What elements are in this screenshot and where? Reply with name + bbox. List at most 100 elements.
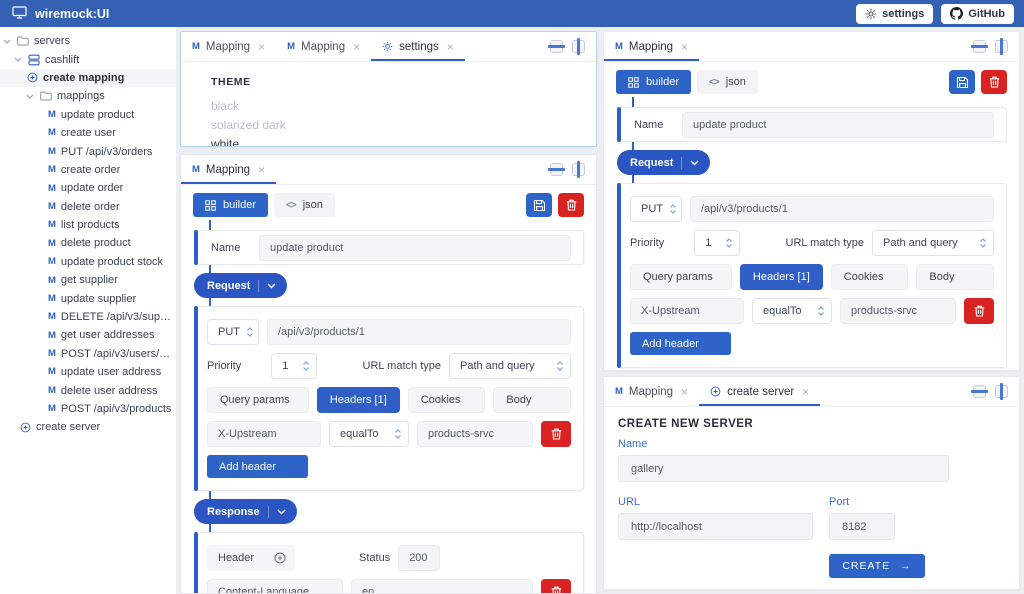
split-vertical-icon[interactable]: [995, 38, 1008, 55]
mapping-name-input[interactable]: update product: [682, 111, 994, 138]
tab-query-params[interactable]: Query params: [207, 387, 309, 413]
sidebar-item-put-api-v3-orders[interactable]: M PUT /api/v3/orders: [0, 142, 176, 160]
theme-option-white[interactable]: white: [211, 137, 240, 147]
url-input[interactable]: /api/v3/products/1: [267, 319, 571, 345]
save-mapping-button[interactable]: [526, 193, 552, 217]
tab-mapping[interactable]: M Mapping ×: [604, 377, 699, 406]
sidebar-item-post-api-v3-users-1[interactable]: M POST /api/v3/users/1/...: [0, 345, 176, 363]
url-match-type-select[interactable]: Path and query: [872, 230, 994, 256]
tab-mapping[interactable]: M Mapping ×: [604, 32, 699, 61]
builder-toggle-button[interactable]: builder: [616, 70, 692, 94]
tab-create-server[interactable]: create server ×: [699, 377, 820, 406]
header-operator-select[interactable]: equalTo: [329, 421, 409, 447]
url-input[interactable]: /api/v3/products/1: [690, 196, 994, 222]
tab-cookies[interactable]: Cookies: [407, 387, 486, 413]
request-section-toggle[interactable]: Request: [194, 273, 288, 298]
url-match-type-select[interactable]: Path and query: [449, 353, 571, 379]
delete-mapping-button[interactable]: [981, 70, 1007, 94]
header-value-input[interactable]: products-srvc: [417, 421, 533, 447]
tab-body[interactable]: Body: [493, 387, 572, 413]
split-vertical-icon[interactable]: [995, 383, 1008, 400]
sidebar-item-create-server[interactable]: create server: [0, 418, 176, 436]
priority-input[interactable]: 1: [271, 353, 318, 379]
sidebar-item-servers[interactable]: servers: [0, 32, 176, 50]
tab-mapping[interactable]: M Mapping ×: [181, 155, 276, 184]
mapping-name-input[interactable]: update product: [259, 234, 571, 261]
header-key-input[interactable]: X-Upstream: [207, 421, 321, 447]
response-header-key-input[interactable]: Content-Language: [207, 579, 343, 593]
method-select[interactable]: PUT: [630, 196, 682, 222]
json-toggle-button[interactable]: <> json: [274, 193, 335, 217]
split-horizontal-icon[interactable]: [971, 385, 988, 398]
response-header-value-input[interactable]: en: [351, 579, 533, 593]
create-button[interactable]: CREATE →: [829, 554, 925, 578]
tab-headers[interactable]: Headers [1]: [739, 264, 823, 290]
split-horizontal-icon[interactable]: [548, 163, 565, 176]
add-header-button[interactable]: Add header: [630, 332, 731, 355]
tab-mapping[interactable]: M Mapping ×: [181, 32, 276, 61]
theme-option-black[interactable]: black: [211, 99, 240, 113]
header-key-input[interactable]: X-Upstream: [630, 298, 744, 324]
github-button[interactable]: GitHub: [941, 3, 1014, 24]
status-input[interactable]: 200: [398, 545, 441, 571]
response-section-toggle[interactable]: Response: [194, 499, 297, 524]
header-value-input[interactable]: products-srvc: [840, 298, 956, 324]
delete-mapping-button[interactable]: [558, 193, 584, 217]
tab-query-params[interactable]: Query params: [630, 264, 732, 290]
tab-mapping[interactable]: M Mapping ×: [276, 32, 371, 61]
split-vertical-icon[interactable]: [572, 38, 585, 55]
add-header-button[interactable]: Add header: [207, 455, 308, 478]
close-icon[interactable]: ×: [353, 39, 361, 54]
close-icon[interactable]: ×: [258, 162, 266, 177]
request-section-toggle[interactable]: Request: [617, 150, 711, 175]
settings-button[interactable]: settings: [856, 3, 934, 24]
delete-header-button[interactable]: [541, 421, 571, 447]
save-mapping-button[interactable]: [949, 70, 975, 94]
tab-headers[interactable]: Headers [1]: [316, 387, 400, 413]
close-icon[interactable]: ×: [258, 39, 266, 54]
priority-input[interactable]: 1: [694, 230, 741, 256]
sidebar-item-post-api-v3-products[interactable]: M POST /api/v3/products: [0, 400, 176, 418]
sidebar-item-delete-api-v3-suppli[interactable]: M DELETE /api/v3/suppli...: [0, 308, 176, 326]
method-select[interactable]: PUT: [207, 319, 259, 345]
server-url-input[interactable]: http://localhost: [618, 513, 813, 540]
json-toggle-button[interactable]: <> json: [697, 70, 758, 94]
tab-body[interactable]: Body: [916, 264, 995, 290]
sidebar-item-cashlift[interactable]: cashlift: [0, 50, 176, 68]
close-icon[interactable]: ×: [681, 384, 689, 399]
header-operator-select[interactable]: equalTo: [752, 298, 832, 324]
server-name-input[interactable]: gallery: [618, 455, 949, 482]
theme-option-solarized-dark[interactable]: solarized dark: [211, 118, 286, 132]
delete-header-button[interactable]: [964, 298, 994, 324]
chevron-down-icon[interactable]: [3, 39, 12, 44]
close-icon[interactable]: ×: [446, 39, 454, 54]
close-icon[interactable]: ×: [802, 384, 810, 399]
add-response-header-button[interactable]: Header: [207, 545, 295, 571]
split-horizontal-icon[interactable]: [971, 40, 988, 53]
split-vertical-icon[interactable]: [572, 161, 585, 178]
server-port-input[interactable]: 8182: [829, 513, 895, 540]
sidebar-item-create-mapping[interactable]: create mapping: [0, 68, 176, 88]
chevron-down-icon[interactable]: [26, 94, 35, 99]
builder-toggle-button[interactable]: builder: [193, 193, 269, 217]
delete-response-header-button[interactable]: [541, 579, 571, 593]
tab-settings[interactable]: settings ×: [371, 32, 465, 61]
tab-cookies[interactable]: Cookies: [830, 264, 909, 290]
close-icon[interactable]: ×: [681, 39, 689, 54]
sidebar-item-mappings[interactable]: mappings: [0, 87, 176, 105]
split-horizontal-icon[interactable]: [548, 40, 565, 53]
chevron-down-icon[interactable]: [14, 57, 23, 62]
